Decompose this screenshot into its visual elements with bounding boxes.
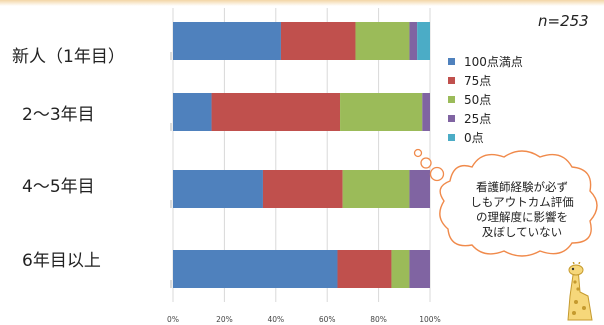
thought-bubble (413, 148, 598, 257)
giraffe-icon (567, 262, 593, 321)
legend-label-0: 100点満点 (464, 55, 523, 69)
legend-swatch-1 (448, 77, 455, 84)
x-tick-label-2: 40% (267, 315, 284, 324)
callout-text: 看護師経験が必ず しもアウトカム評価 の理解度に影響を 及ぼしていない (462, 180, 582, 240)
x-tick-label-0: 0% (167, 315, 179, 324)
legend-item-2: 50点 (448, 90, 523, 109)
x-tick-label-5: 100% (419, 315, 440, 324)
bar-segment-0-0 (173, 22, 281, 60)
legend-swatch-3 (448, 115, 455, 122)
category-label-2: 4〜5年目 (22, 177, 95, 197)
bar-segment-1-1 (211, 93, 341, 131)
bar-segment-3-1 (337, 250, 392, 288)
x-tick-label-4: 80% (370, 315, 387, 324)
legend-item-3: 25点 (448, 109, 523, 128)
bar-segment-2-3 (409, 170, 430, 208)
bar-segment-0-2 (355, 22, 410, 60)
callout-line-3: 及ぼしていない (481, 225, 563, 239)
x-tick-label-3: 60% (319, 315, 336, 324)
bar-segment-1-3 (422, 93, 430, 131)
legend-item-4: 0点 (448, 128, 523, 147)
bar-segment-0-3 (409, 22, 418, 60)
legend-item-1: 75点 (448, 71, 523, 90)
bar-segment-3-3 (409, 250, 430, 288)
category-label-0: 新人（1年目） (12, 47, 125, 67)
bar-segment-3-2 (391, 250, 410, 288)
legend-label-4: 0点 (464, 131, 484, 145)
bar-segment-0-1 (280, 22, 356, 60)
sample-size-label: n=253 (538, 12, 589, 30)
bar-segment-1-2 (340, 93, 423, 131)
legend-swatch-0 (448, 58, 455, 65)
category-label-1: 2〜3年目 (22, 105, 95, 125)
legend-swatch-4 (448, 134, 455, 141)
legend-swatch-2 (448, 96, 455, 103)
top-decoration-strip (0, 0, 604, 6)
callout-line-2: の理解度に影響を (476, 210, 568, 224)
bar-segment-0-4 (417, 22, 430, 60)
legend-label-2: 50点 (464, 93, 492, 107)
callout-line-0: 看護師経験が必ず (476, 180, 568, 194)
legend-item-0: 100点満点 (448, 52, 523, 71)
callout-line-1: しもアウトカム評価 (470, 195, 574, 209)
category-label-3: 6年目以上 (22, 251, 101, 271)
bar-segment-2-2 (342, 170, 410, 208)
legend-label-3: 25点 (464, 112, 492, 126)
legend-label-1: 75点 (464, 74, 492, 88)
bar-segment-1-0 (173, 93, 212, 131)
x-tick-label-1: 20% (216, 315, 233, 324)
chart-legend: 100点満点 75点 50点 25点 0点 (448, 52, 523, 147)
bar-segment-2-1 (262, 170, 343, 208)
bar-segment-2-0 (173, 170, 263, 208)
bar-segment-3-0 (173, 250, 338, 288)
